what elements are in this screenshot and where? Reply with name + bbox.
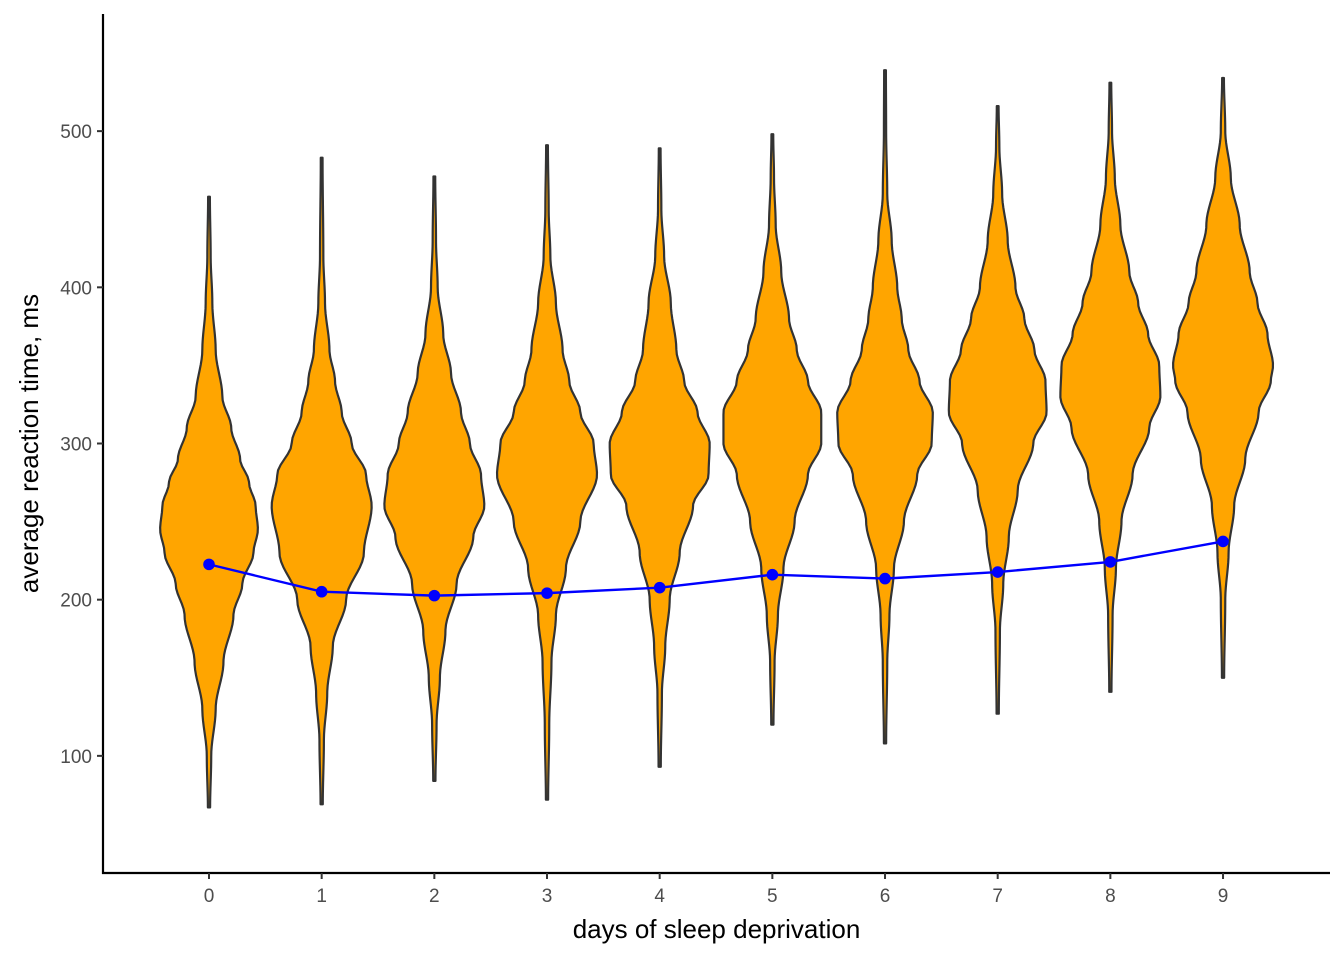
violin-day-5 (722, 133, 823, 726)
x-tick-label: 3 (542, 886, 553, 907)
mean-point-day-6 (879, 572, 891, 585)
mean-line-layer (203, 535, 1229, 602)
mean-point-day-3 (541, 587, 553, 599)
y-tick-label: 400 (60, 278, 92, 299)
violin-day-1 (270, 156, 373, 806)
violin-day-0 (159, 195, 259, 809)
violin-day-8 (1059, 81, 1162, 693)
mean-point-day-0 (203, 558, 215, 571)
y-tick-label: 200 (60, 591, 92, 612)
x-tick-label: 8 (1105, 886, 1116, 907)
mean-point-day-1 (315, 585, 328, 598)
mean-point-day-2 (428, 589, 441, 602)
violin-day-2 (383, 175, 486, 782)
x-tick-label: 2 (429, 886, 440, 907)
violin-day-9 (1172, 76, 1275, 679)
x-tick-label: 9 (1218, 886, 1229, 907)
x-axis-title: days of sleep deprivation (573, 914, 861, 944)
violins-layer (159, 69, 1275, 809)
x-tick-label: 0 (204, 886, 215, 907)
y-axis-title: average reaction time, ms (14, 294, 44, 593)
x-tick-label: 1 (316, 886, 327, 907)
mean-point-day-8 (1104, 556, 1117, 568)
x-axis-ticks: 0 1 2 3 4 5 6 7 8 9 (204, 873, 1229, 907)
x-tick-label: 5 (767, 886, 778, 907)
violin-day-4 (608, 147, 711, 768)
y-axis-ticks: 100 200 300 400 500 (60, 122, 103, 768)
violin-day-7 (947, 105, 1048, 715)
mean-point-day-9 (1217, 535, 1229, 548)
x-tick-label: 6 (880, 886, 891, 907)
axes-layer: 100 200 300 400 500 0 1 2 3 4 5 6 7 8 9 days of sleep… (14, 14, 1330, 944)
y-tick-label: 500 (60, 122, 92, 143)
violin-day-6 (836, 69, 934, 745)
mean-point-day-4 (653, 581, 666, 594)
mean-point-day-5 (766, 568, 779, 581)
violin-day-3 (495, 144, 599, 801)
x-tick-label: 4 (654, 886, 665, 907)
y-tick-label: 100 (60, 747, 92, 768)
y-tick-label: 300 (60, 435, 92, 456)
mean-line (208, 540, 1224, 597)
mean-point-day-7 (991, 566, 1004, 578)
x-tick-label: 7 (992, 886, 1003, 907)
